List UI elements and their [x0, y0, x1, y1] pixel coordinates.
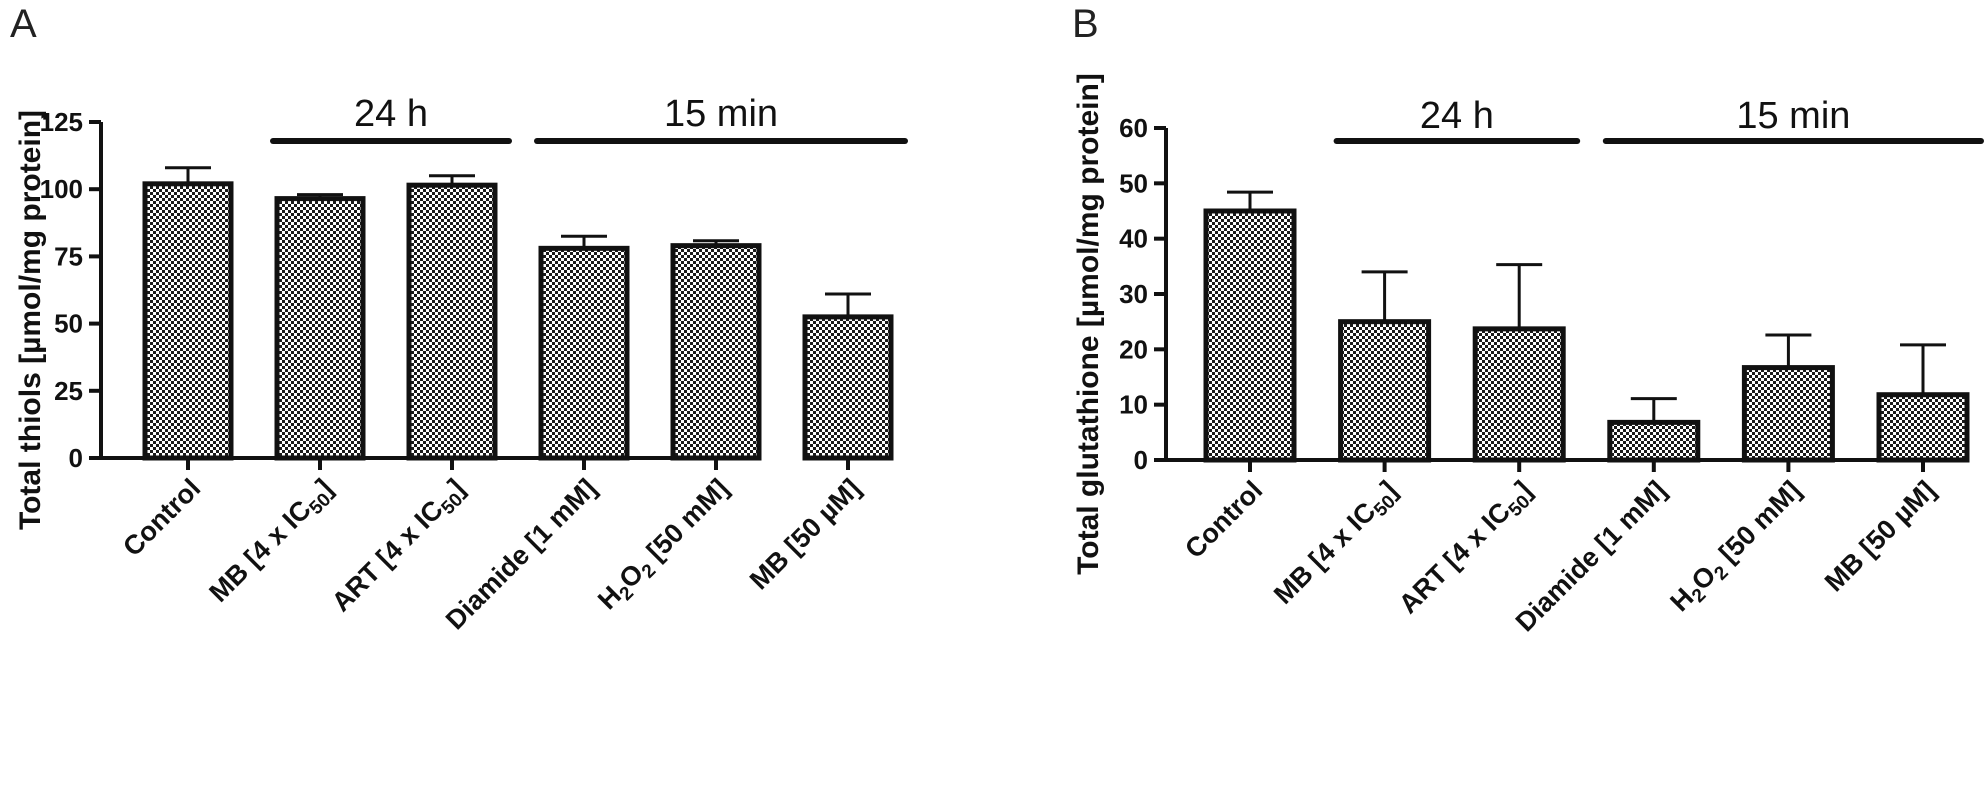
y-axis-title: Total glutathione [µmol/mg protein] — [1072, 73, 1105, 575]
category-label: H2O2 [50 mM] — [592, 473, 738, 619]
category-label: MB [50 µM] — [1819, 475, 1941, 597]
y-tick-label: 10 — [1119, 390, 1148, 420]
panel-b: B 0 10 20 30 40 50 60 Total glutathione [µmol/mg… — [1072, 2, 1984, 637]
y-tick-label: 25 — [54, 376, 83, 406]
category-label: Control — [1179, 475, 1268, 564]
y-tick-label: 40 — [1119, 224, 1148, 254]
bar — [1203, 208, 1297, 463]
y-tick-label: 0 — [1134, 445, 1148, 475]
y-tick-label: 30 — [1119, 279, 1148, 309]
bar — [1472, 326, 1566, 463]
bar — [1607, 419, 1701, 463]
y-tick-label: 0 — [69, 443, 83, 473]
bar — [802, 314, 894, 461]
y-tick-label: 125 — [40, 107, 83, 137]
category-label: H2O2 [50 mM] — [1664, 475, 1810, 621]
bar — [1338, 319, 1432, 463]
bar — [1876, 392, 1970, 463]
panel-label: B — [1072, 2, 1099, 46]
category-label: MB [50 µM] — [744, 473, 866, 595]
y-tick-label: 20 — [1119, 334, 1148, 364]
bar — [538, 245, 630, 461]
panel-label: A — [10, 2, 37, 46]
category-label: MB [4 x IC50] — [203, 473, 341, 611]
category-label: ART [4 x IC50] — [326, 473, 474, 621]
y-tick-label: 100 — [40, 174, 83, 204]
y-tick-label: 60 — [1119, 113, 1148, 143]
category-label: ART [4 x IC50] — [1393, 475, 1541, 623]
bar — [670, 243, 762, 461]
bar — [406, 182, 498, 461]
group-bracket-label: 24 h — [354, 93, 428, 135]
group-bracket-label: 15 min — [664, 93, 778, 135]
group-bracket-label: 24 h — [1420, 95, 1494, 137]
y-axis-title: Total thiols [µmol/mg protein] — [14, 110, 47, 530]
group-bracket-label: 15 min — [1736, 95, 1850, 137]
y-tick-label: 50 — [54, 309, 83, 339]
bar — [1741, 365, 1835, 463]
y-tick-label: 75 — [54, 241, 83, 271]
bar — [274, 196, 366, 461]
y-tick-label: 50 — [1119, 168, 1148, 198]
category-label: MB [4 x IC50] — [1268, 475, 1406, 613]
category-label: Control — [117, 473, 206, 562]
bar — [142, 181, 234, 461]
